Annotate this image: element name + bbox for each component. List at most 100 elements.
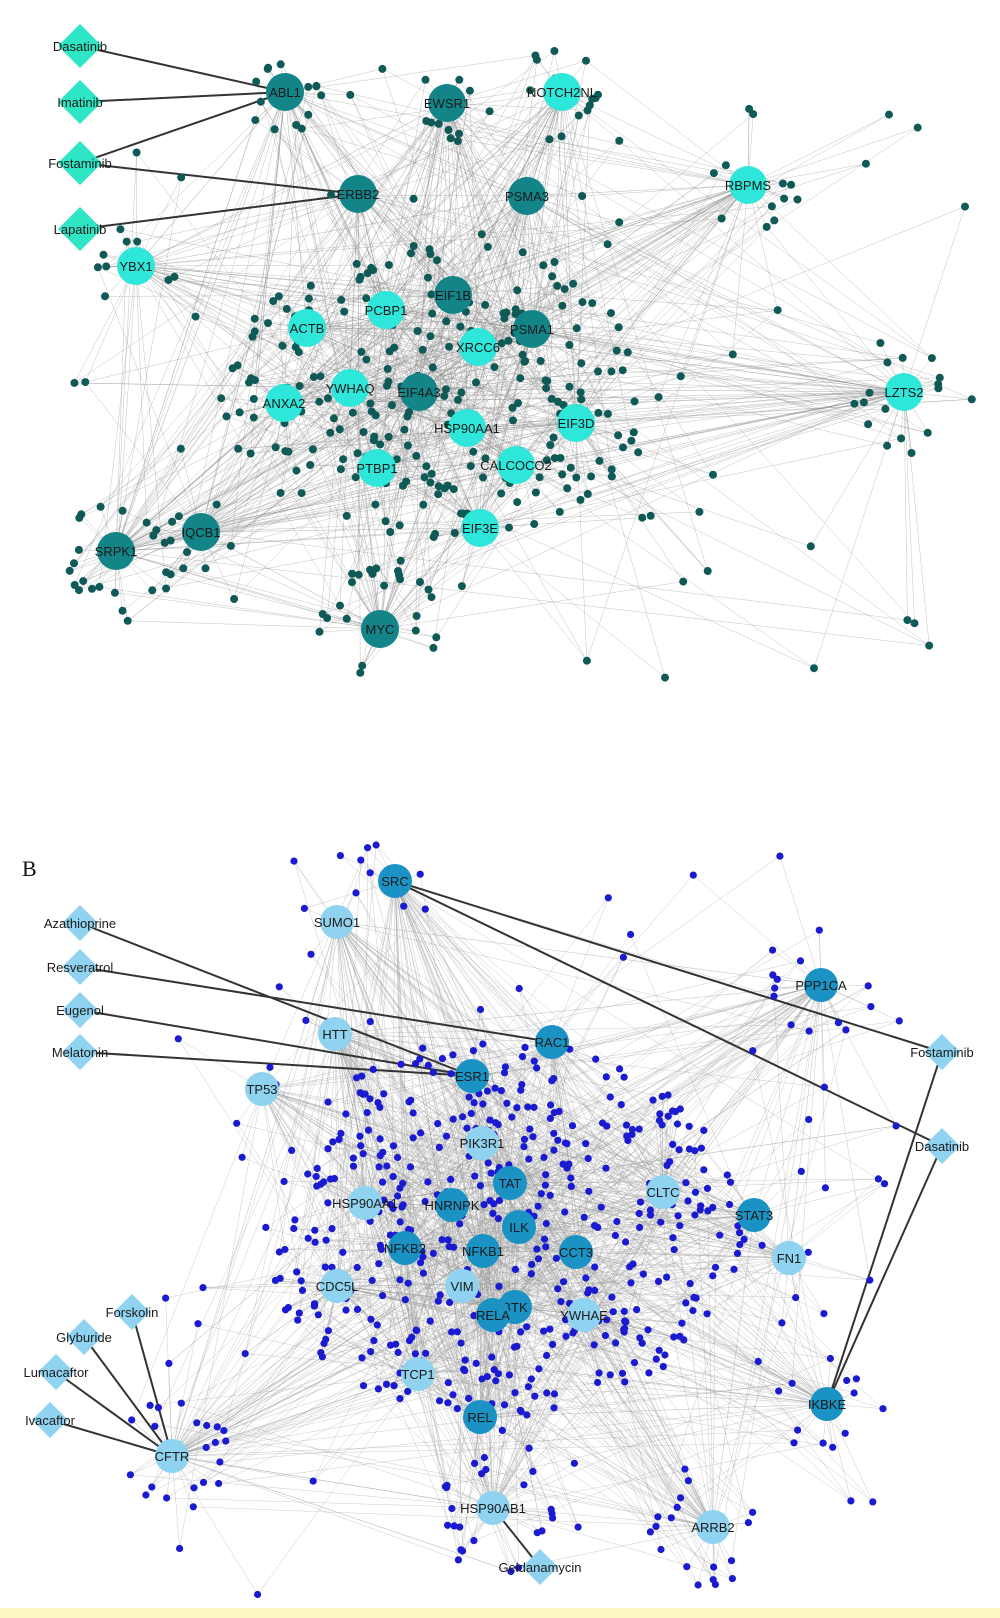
- drug-target-edge: [79, 91, 286, 164]
- leaf-node: [934, 384, 943, 393]
- leaf-node: [419, 1269, 427, 1277]
- leaf-node: [549, 1340, 557, 1348]
- leaf-node: [447, 1070, 455, 1078]
- leaf-edge: [385, 79, 426, 311]
- leaf-edge: [135, 265, 364, 433]
- leaf-edge: [433, 427, 468, 648]
- leaf-node: [467, 1109, 475, 1118]
- leaf-node: [358, 661, 367, 670]
- leaf-node: [559, 1160, 567, 1168]
- hub-label: HSP90AB1: [460, 1501, 526, 1516]
- leaf-node: [485, 107, 494, 116]
- leaf-edge: [74, 382, 351, 389]
- leaf-edge: [531, 115, 580, 330]
- leaf-node: [291, 1216, 299, 1224]
- leaf-node: [663, 1161, 671, 1169]
- leaf-node: [132, 148, 141, 157]
- leaf-edge: [753, 1119, 809, 1216]
- leaf-edge: [349, 387, 385, 586]
- leaf-edge: [903, 391, 908, 621]
- leaf-node: [594, 367, 602, 376]
- leaf-node: [646, 511, 655, 520]
- leaf-node: [290, 857, 298, 865]
- leaf-node: [383, 381, 391, 390]
- leaf-edge: [552, 1257, 790, 1345]
- leaf-node: [850, 399, 859, 408]
- leaf-node: [558, 470, 567, 479]
- leaf-edge: [365, 309, 387, 458]
- leaf-node: [380, 1090, 388, 1098]
- leaf-edge: [453, 1293, 481, 1418]
- leaf-node: [399, 1179, 407, 1187]
- leaf-edge: [327, 1102, 494, 1509]
- leaf-node: [290, 1224, 298, 1233]
- leaf-node: [396, 1395, 404, 1403]
- leaf-node: [406, 1163, 415, 1171]
- leaf-node: [394, 1348, 402, 1357]
- leaf-node: [339, 455, 348, 464]
- leaf-node: [386, 528, 395, 536]
- leaf-edge: [482, 1250, 795, 1443]
- leaf-edge: [314, 1041, 553, 1306]
- leaf-node: [594, 408, 603, 417]
- leaf-edge: [452, 141, 459, 296]
- leaf-node: [591, 1263, 599, 1271]
- leaf-edge: [526, 195, 714, 475]
- leaf-edge: [200, 285, 558, 533]
- drug-diamond: [62, 992, 98, 1028]
- leaf-edge: [524, 984, 822, 1140]
- leaf-edge: [509, 1178, 879, 1184]
- leaf-edge: [135, 265, 329, 399]
- leaf-edge: [466, 354, 733, 429]
- leaf-node: [543, 1389, 551, 1397]
- leaf-edge: [145, 1314, 494, 1496]
- hub-circle: [535, 1025, 569, 1059]
- leaf-node: [164, 276, 173, 284]
- leaf-edge: [379, 581, 684, 630]
- hub-node-ewsr1: EWSR1: [424, 84, 470, 122]
- leaf-edge: [284, 91, 972, 400]
- leaf-node: [769, 946, 777, 954]
- drug-target-edge: [79, 922, 473, 1077]
- hub-circle: [245, 1072, 279, 1106]
- hub-label: ARRB2: [691, 1520, 734, 1535]
- leaf-edge: [425, 1201, 790, 1259]
- leaf-edge: [479, 438, 902, 529]
- leaf-node: [841, 1429, 849, 1437]
- leaf-node: [450, 529, 459, 537]
- leaf-node: [371, 500, 380, 509]
- panel-b-leaf-nodes: [126, 841, 903, 1599]
- drug-diamond: [522, 1549, 558, 1585]
- leaf-edge: [492, 1245, 763, 1509]
- leaf-node: [608, 1293, 616, 1301]
- leaf-node: [525, 1444, 533, 1452]
- leaf-node: [495, 1282, 503, 1290]
- leaf-node: [278, 341, 287, 350]
- leaf-edge: [446, 102, 612, 372]
- leaf-node: [497, 489, 506, 498]
- leaf-node: [429, 1068, 437, 1076]
- leaf-edge: [479, 1361, 759, 1418]
- leaf-edge: [479, 392, 870, 529]
- leaf-node: [794, 1426, 802, 1434]
- leaf-node: [263, 64, 272, 73]
- leaf-edge: [482, 1125, 897, 1252]
- hub-node-nfkb1: NFKB1: [462, 1234, 504, 1268]
- leaf-node: [434, 490, 443, 499]
- leaf-node: [529, 1467, 537, 1475]
- leaf-node: [770, 992, 778, 1000]
- leaf-edge: [446, 102, 624, 448]
- leaf-edge: [515, 105, 591, 466]
- hub-label: PPP1CA: [795, 978, 847, 993]
- hub-circle: [318, 1017, 352, 1051]
- leaf-edge: [397, 346, 479, 572]
- leaf-edge: [349, 133, 460, 389]
- leaf-node: [749, 1508, 757, 1516]
- leaf-edge: [492, 1358, 831, 1509]
- hub-node-rel: REL: [463, 1400, 497, 1434]
- leaf-node: [339, 1248, 347, 1256]
- leaf-edge: [531, 328, 869, 425]
- hub-edge: [712, 1214, 755, 1528]
- hub-label: RELA: [476, 1308, 510, 1323]
- leaf-edge: [461, 1285, 699, 1586]
